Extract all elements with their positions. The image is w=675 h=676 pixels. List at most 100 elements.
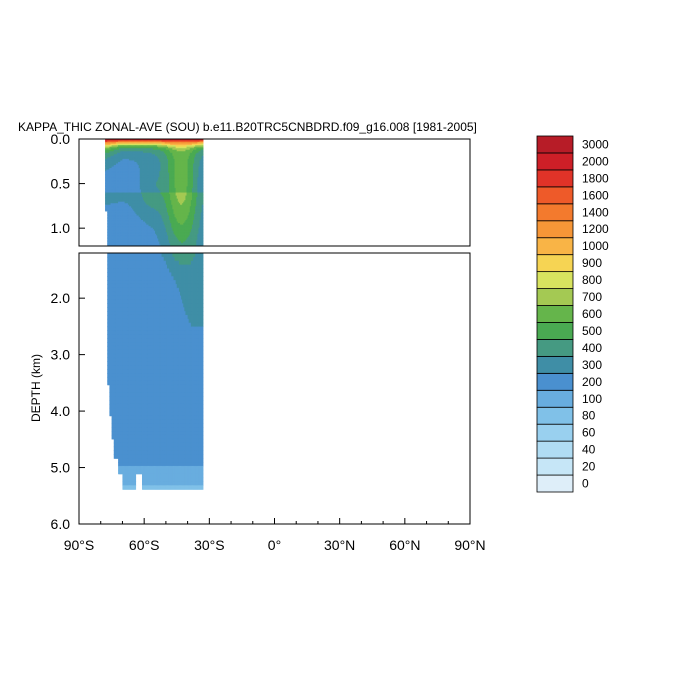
field-cell: [141, 151, 144, 154]
field-cell: [124, 169, 127, 172]
field-cell: [108, 166, 111, 169]
field-cell: [143, 186, 145, 189]
field-cell: [123, 166, 126, 169]
field-cell: [137, 183, 140, 186]
field-cell: [143, 158, 145, 161]
field-cell: [133, 238, 135, 241]
field-cell: [131, 198, 133, 201]
field-cell: [166, 184, 169, 187]
field-cell: [135, 204, 138, 207]
field-cell: [160, 163, 163, 166]
field-cell: [109, 142, 112, 145]
field-cell: [169, 206, 171, 209]
field-cell: [144, 195, 146, 198]
field-cell: [127, 215, 130, 218]
field-cell: [130, 210, 132, 213]
field-cell: [113, 177, 116, 180]
field-cell: [174, 171, 177, 174]
field-cell: [133, 218, 135, 221]
field-cell: [161, 236, 164, 239]
field-cell: [182, 186, 184, 189]
field-cell: [119, 163, 121, 166]
field-cell: [153, 238, 156, 241]
field-cell: [175, 195, 178, 198]
field-cell: [178, 180, 181, 183]
field-cell: [128, 163, 131, 166]
field-cell: [117, 212, 119, 215]
field-cell: [180, 158, 182, 161]
field-cell: [135, 155, 138, 158]
field-cell: [108, 233, 111, 236]
field-cell: [119, 206, 121, 209]
field-cell: [137, 152, 140, 155]
field-cell: [162, 241, 165, 244]
field-cell: [159, 180, 162, 183]
field-cell: [181, 180, 183, 183]
field-cell: [170, 230, 172, 233]
field-cell: [120, 220, 122, 223]
field-cell: [158, 226, 160, 229]
field-cell: [143, 189, 145, 192]
field-cell: [182, 221, 184, 224]
field-cell: [131, 164, 133, 168]
field-cell: [120, 160, 122, 163]
field-cell: [177, 194, 180, 197]
field-cell: [160, 194, 163, 197]
field-cell: [174, 142, 177, 145]
field-cell: [178, 145, 181, 148]
field-cell: [177, 166, 180, 169]
field-cell: [178, 143, 181, 146]
field-cell: [122, 207, 125, 210]
field-cell: [139, 151, 142, 154]
field-cell: [155, 197, 157, 200]
field-cell: [121, 221, 124, 224]
field-cell: [110, 149, 113, 152]
field-cell: [168, 175, 170, 178]
field-cell: [181, 197, 183, 200]
field-cell: [173, 209, 176, 212]
field-cell: [107, 200, 109, 203]
field-cell: [150, 169, 153, 172]
field-cell: [158, 168, 160, 171]
field-cell: [120, 195, 122, 198]
field-cell: [158, 145, 160, 148]
field-cell: [118, 184, 120, 187]
field-cell: [171, 218, 174, 221]
field-cell: [156, 206, 158, 209]
field-cell: [106, 149, 108, 152]
field-cell: [124, 238, 127, 241]
field-cell: [106, 174, 108, 177]
field-cell: [176, 186, 179, 189]
field-cell: [121, 152, 124, 155]
field-cell: [117, 232, 119, 235]
field-cell: [153, 215, 156, 218]
field-cell: [132, 183, 134, 186]
field-cell: [168, 235, 170, 238]
field-cell: [162, 154, 165, 157]
field-cell: [157, 186, 159, 189]
field-cell: [128, 209, 131, 212]
field-cell: [121, 229, 124, 232]
field-cell: [114, 209, 117, 212]
field-cell: [163, 151, 166, 154]
field-cell: [145, 180, 147, 183]
field-cell: [114, 226, 117, 229]
field-cell: [153, 204, 156, 207]
field-cell: [134, 197, 137, 200]
field-cell: [125, 224, 128, 227]
field-cell: [151, 175, 154, 178]
field-cell: [158, 241, 160, 244]
field-cell: [173, 230, 176, 233]
field-cell: [130, 148, 132, 151]
field-cell: [181, 183, 183, 186]
field-cell: [136, 183, 139, 186]
field-cell: [149, 174, 152, 177]
field-cell: [133, 232, 135, 235]
field-cell: [108, 139, 111, 142]
field-cell: [143, 161, 145, 165]
field-cell: [181, 157, 183, 160]
field-cell: [114, 161, 117, 165]
field-cell: [150, 204, 153, 207]
field-cell: [112, 190, 115, 194]
field-cell: [120, 149, 122, 152]
